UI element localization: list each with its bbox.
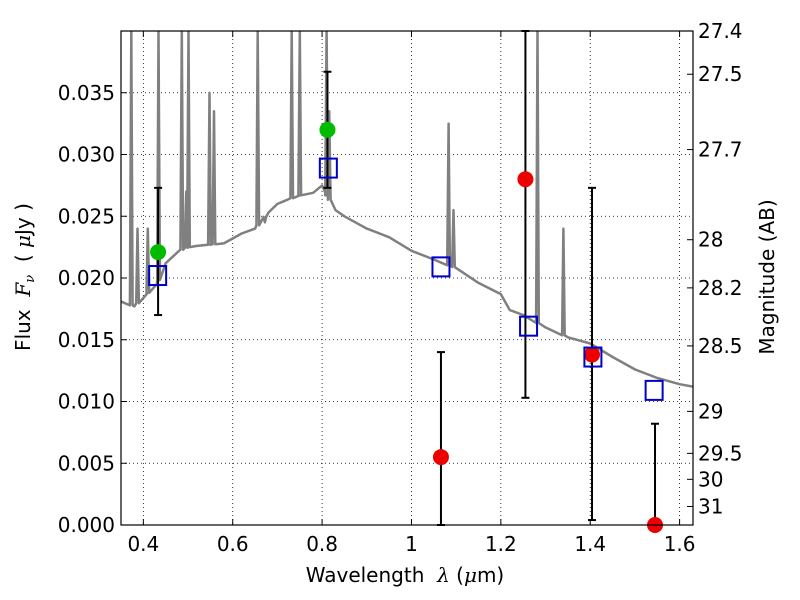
y-tick-label: 0.035 [58,81,115,105]
y-axis-left: 0.000 0.005 0.010 0.015 0.020 0.025 0.030 0.035 [58,81,127,537]
model-flux-box [519,315,539,337]
x-tick-label: 0.6 [217,532,249,556]
red-data-point [584,346,601,363]
magnitude-tick-label: 30 [698,467,723,491]
y-axis-label: Flux Fν ( μJy ) [11,203,38,351]
green-data-point [150,244,167,261]
x-tick-label: 0.4 [127,532,159,556]
model-flux-box [148,265,168,287]
y-tick-label: 0.030 [58,143,115,167]
magnitude-tick-label: 27.5 [698,62,743,86]
model-flux-box [318,157,338,179]
x-tick-label: 0.8 [306,532,338,556]
y-tick-label: 0.015 [58,328,115,352]
magnitude-tick-label: 28.5 [698,334,743,358]
x-tick-label: 1 [405,532,418,556]
x-axis: 0.4 0.6 0.8 1 1.2 1.4 1.6 [127,31,696,556]
y-tick-label: 0.025 [58,204,115,228]
x-tick-label: 1.4 [574,532,606,556]
plot-frame [120,30,694,526]
magnitude-tick-label: 29 [698,399,723,423]
model-flux-box [431,256,451,278]
magnitude-tick-label: 31 [698,494,723,518]
magnitude-tick-label: 27.7 [698,138,743,162]
y-axis-right: 27.4 27.5 27.7 28 28.2 28.5 29 29.530 31 [687,19,743,518]
magnitude-tick-label: 27.4 [698,19,743,43]
model-flux-box [644,379,664,401]
magnitude-tick-label: 28.2 [698,276,743,300]
y-axis-right-label: Magnitude (AB) [755,199,779,354]
y-tick-label: 0.000 [58,513,115,537]
y-tick-label: 0.010 [58,390,115,414]
green-data-point [319,121,336,138]
magnitude-tick-label: 29.5 [698,441,743,465]
x-axis-label: Wavelength λ (μm) [306,563,505,587]
template-spectrum [121,31,693,388]
data-markers [148,121,664,533]
template-spectrum-line [121,31,693,388]
red-data-point [517,171,534,188]
y-tick-label: 0.020 [58,266,115,290]
grid [121,31,693,526]
y-tick-label: 0.005 [58,451,115,475]
magnitude-tick-label: 28 [698,228,723,252]
x-tick-label: 1.6 [664,532,696,556]
x-tick-label: 1.2 [485,532,517,556]
red-data-point [432,449,449,466]
model-flux-box [583,346,603,368]
